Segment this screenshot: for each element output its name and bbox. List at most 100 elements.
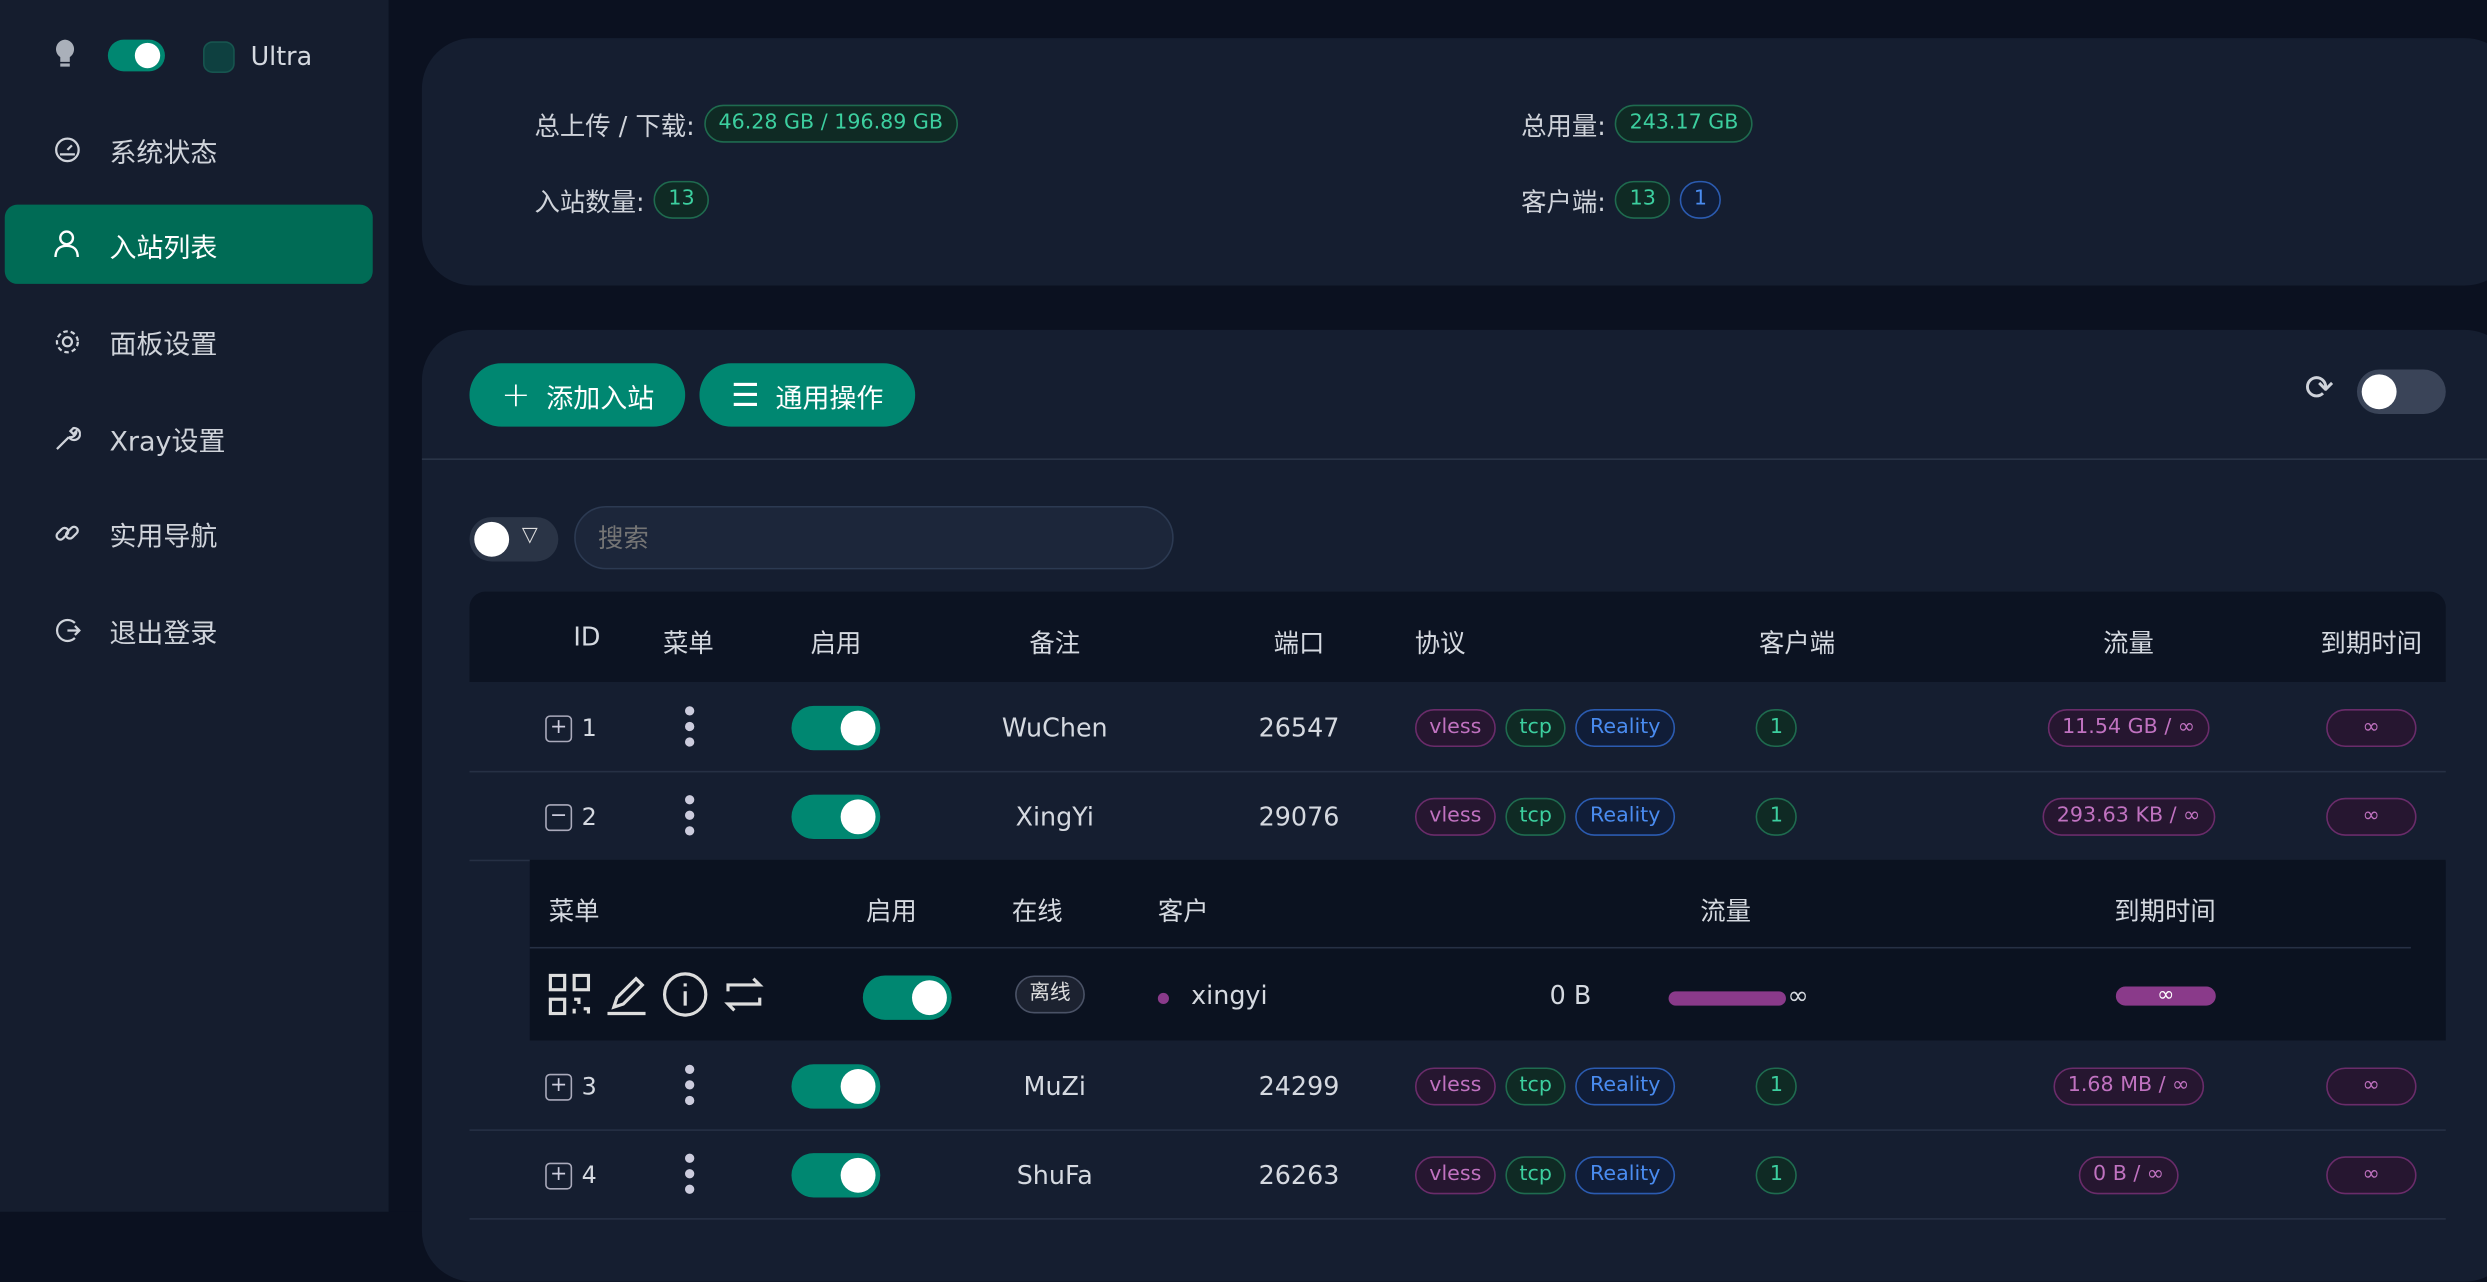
row-enable-toggle[interactable] [791,794,881,840]
row-port: 26263 [1258,1160,1340,1191]
sub-col-online: 在线 [1011,896,1063,927]
row-enable-toggle[interactable] [791,1153,881,1198]
row-traffic: 293.63 KB / ∞ [2042,797,2215,836]
expand-icon[interactable]: + [545,1072,573,1100]
client-traffic: 0 B [1549,980,1592,1011]
total-usage: 总用量: 243.17 GB [1521,104,1753,143]
row-enable-toggle[interactable] [791,1064,881,1109]
divider [529,946,2411,949]
refresh-icon[interactable]: ⟳ [2304,369,2334,410]
col-protocol: 协议 [1414,628,1466,659]
divider [469,1218,2446,1220]
row-remark: ShuFa [1016,1160,1093,1191]
stats-card: 总上传 / 下载: 46.28 GB / 196.89 GB 总用量: 243.17… [421,38,2487,286]
col-enable: 启用 [810,628,862,659]
sidebar-item-settings[interactable]: 面板设置 [5,301,373,380]
sidebar-item-inbounds[interactable]: 入站列表 [4,204,373,284]
edit-icon[interactable] [604,972,648,1023]
row-menu-icon[interactable]: ••• [669,790,708,837]
col-remark: 备注 [1029,628,1081,659]
client-email: xingyi [1191,980,1268,1011]
sub-col-enable: 启用 [865,896,917,927]
row-expiry: ∞ [2326,797,2417,836]
theme-toggle[interactable] [107,39,165,72]
row-port: 29076 [1258,801,1340,832]
row-remark: MuZi [1023,1071,1086,1102]
row-remark: XingYi [1015,801,1094,832]
expand-icon[interactable]: + [545,1161,573,1189]
table-header [469,591,2446,683]
table-row-id: −2 [545,803,597,831]
col-menu: 菜单 [662,628,714,659]
auto-refresh-toggle[interactable] [2356,369,2446,414]
row-expiry: ∞ [2326,1067,2417,1106]
client-expiry-bar: ∞ [2115,985,2216,1006]
row-menu-icon[interactable]: ••• [669,701,708,749]
row-traffic: 1.68 MB / ∞ [2053,1067,2204,1106]
row-menu-icon[interactable]: ••• [669,1059,708,1107]
qrcode-icon[interactable] [547,972,591,1023]
row-menu-icon[interactable]: ••• [669,1148,708,1196]
col-clients: 客户端 [1758,628,1836,659]
traffic-limit: ∞ [1787,980,1809,1011]
row-remark: WuChen [1001,712,1108,744]
col-expiry: 到期时间 [2320,628,2422,659]
reset-traffic-icon[interactable] [722,972,766,1023]
col-id: ID [573,621,601,652]
logout-icon [52,615,81,644]
total-updown: 总上传 / 下载: 46.28 GB / 196.89 GB [535,104,958,143]
row-clients: 1 [1755,1067,1798,1106]
table-row-id: +1 [545,714,597,742]
dashboard-icon [52,135,81,164]
sidebar-item-xray[interactable]: Xray设置 [5,398,373,477]
row-protocol: vless tcp Reality [1414,1156,1675,1195]
inbound-count: 入站数量: 13 [535,180,709,219]
sidebar: Ultra 系统状态 入站列表 面板设置 Xray设置 实用导航 退出登录 [0,0,389,1212]
row-clients: 1 [1755,1156,1798,1195]
sub-col-traffic: 流量 [1700,896,1752,927]
online-status-badge: 离线 [1015,975,1085,1014]
row-clients: 1 [1755,797,1798,836]
ultra-checkbox[interactable] [203,41,235,73]
search-input[interactable] [574,505,1174,570]
traffic-progress-bar [1668,991,1786,1006]
general-actions-button[interactable]: ☰ 通用操作 [699,363,916,427]
table-row-id: +4 [545,1161,597,1190]
collapse-icon[interactable]: − [545,803,573,831]
link-icon [52,519,81,548]
plus-icon: + [501,375,531,415]
sidebar-item-logout[interactable]: 退出登录 [5,590,373,669]
col-port: 端口 [1273,628,1325,659]
info-icon[interactable] [661,971,709,1025]
sidebar-item-nav[interactable]: 实用导航 [5,493,373,572]
row-expiry: ∞ [2326,1156,2417,1195]
client-count: 客户端: 13 1 [1521,180,1722,219]
row-port: 26547 [1258,712,1340,744]
row-port: 24299 [1258,1071,1340,1102]
sidebar-item-status[interactable]: 系统状态 [5,109,373,188]
row-expiry: ∞ [2326,708,2417,748]
status-dot [1157,992,1169,1005]
client-actions [547,971,766,1025]
row-enable-toggle[interactable] [791,705,881,751]
client-subtable [529,859,2446,1041]
client-enable-toggle[interactable] [862,975,952,1020]
wrench-icon [52,423,81,452]
lightbulb-icon [54,38,76,76]
expand-icon[interactable]: + [545,714,573,742]
row-traffic: 11.54 GB / ∞ [2047,708,2210,748]
sub-col-expiry: 到期时间 [2114,896,2216,927]
row-clients: 1 [1755,708,1798,748]
menu-icon: ☰ [731,375,760,414]
col-traffic: 流量 [2103,628,2154,659]
filter-icon: ▽ [521,523,538,548]
divider [469,770,2446,773]
divider [469,1129,2446,1131]
table-row-id: +3 [545,1072,597,1101]
row-protocol: vless tcp Reality [1414,797,1675,836]
add-inbound-button[interactable]: + 添加入站 [469,363,686,427]
user-icon [52,230,81,259]
row-protocol: vless tcp Reality [1414,1067,1675,1106]
filter-toggle[interactable]: ▽ [469,517,559,562]
row-traffic: 0 B / ∞ [2078,1156,2179,1195]
